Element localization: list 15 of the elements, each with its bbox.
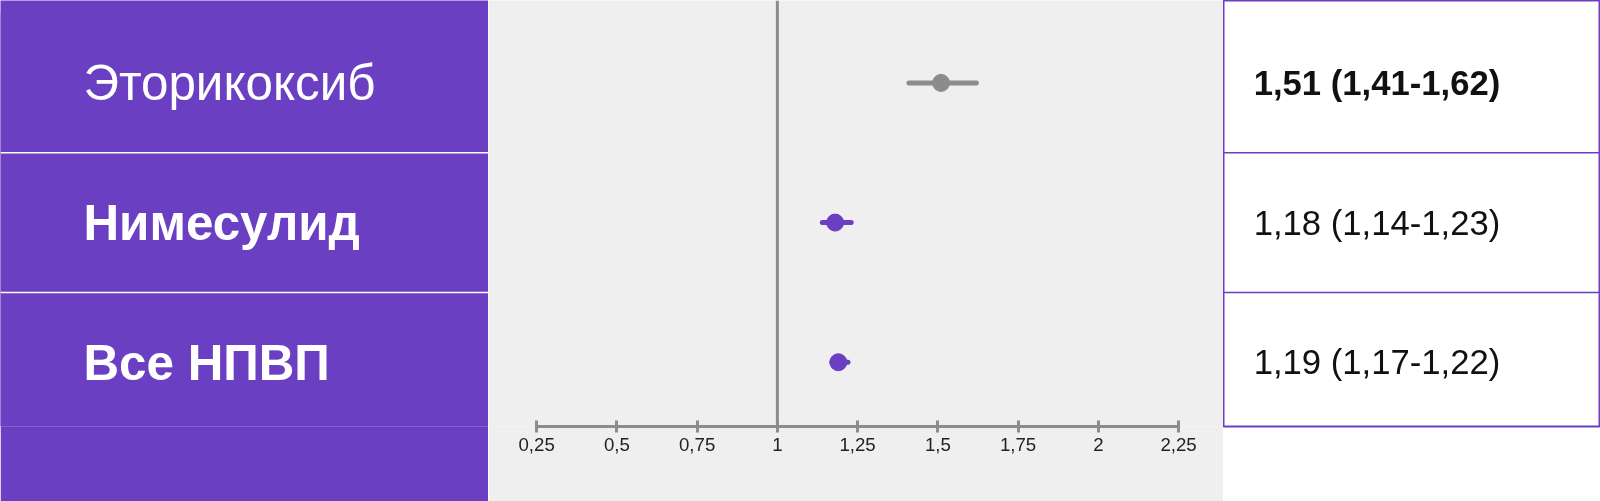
x-tick-label: 1,75 — [999, 433, 1037, 455]
y-tick-label: Нимесулид — [83, 195, 360, 251]
data-label: 1,19 (1,17-1,22) — [1253, 343, 1501, 382]
data-label: 1,51 (1,41-1,62) — [1253, 63, 1501, 102]
x-tick-label: 1,5 — [924, 433, 951, 455]
y-tick-label: Эторикоксиб — [83, 55, 376, 111]
x-tick-label: 0,75 — [678, 433, 716, 455]
x-tick-label: 0,5 — [603, 433, 630, 455]
x-tick-label: 0,25 — [518, 433, 555, 455]
x-tick-label: 2,25 — [1160, 433, 1197, 455]
x-tick-label: 1 — [772, 433, 783, 455]
data-label: 1,18 (1,14-1,23) — [1253, 203, 1501, 242]
y-tick-label: Все НПВП — [83, 334, 330, 390]
x-tick-label: 2 — [1093, 433, 1104, 455]
x-tick-label: 1,25 — [839, 433, 876, 455]
